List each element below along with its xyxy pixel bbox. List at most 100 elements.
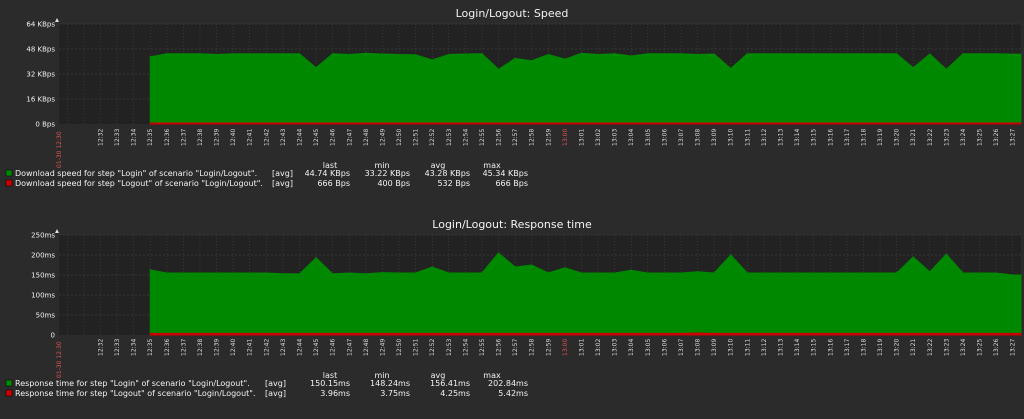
- data-point-login: [381, 272, 384, 274]
- data-point-login: [298, 53, 301, 55]
- data-point-login: [846, 272, 848, 274]
- data-point-logout: [265, 122, 267, 124]
- x-tick-label: 12:43: [280, 129, 287, 146]
- data-point-logout: [348, 122, 350, 124]
- x-date-label: 01-30 12:30: [56, 341, 63, 378]
- data-point-logout: [531, 332, 533, 334]
- y-axis-arrow-icon: [55, 18, 59, 22]
- data-point-logout: [1012, 122, 1014, 124]
- x-tick-label: 13:15: [811, 339, 818, 356]
- x-tick-label: 13:25: [977, 129, 984, 146]
- legend-series-name: Response time for step "Logout" of scena…: [15, 389, 256, 398]
- x-tick-label: 12:56: [496, 339, 503, 356]
- legend-header-avg: avg: [431, 161, 446, 170]
- data-point-login: [381, 53, 384, 55]
- data-point-logout: [580, 122, 583, 124]
- x-tick-label: 12:52: [429, 129, 436, 146]
- x-tick-label: 13:15: [811, 129, 818, 146]
- legend-max: 5.42ms: [498, 389, 528, 398]
- legend-last: 150.15ms: [310, 379, 350, 388]
- x-tick-label: 12:45: [313, 129, 320, 146]
- x-tick-label: 13:05: [645, 129, 652, 146]
- legend-header-min: min: [374, 371, 389, 380]
- legend-last: 44.74 KBps: [305, 169, 350, 178]
- y-tick-label: 150ms: [31, 272, 55, 280]
- data-point-login: [846, 53, 848, 55]
- data-point-logout: [215, 332, 218, 334]
- x-tick-label: 12:58: [529, 339, 536, 356]
- data-point-logout: [166, 122, 168, 124]
- data-point-login: [912, 256, 914, 258]
- x-tick-label: 13:25: [977, 339, 984, 356]
- x-tick-label: 13:19: [877, 129, 884, 146]
- data-point-logout: [746, 332, 748, 334]
- data-point-logout: [547, 122, 549, 124]
- x-tick-label: 13:21: [910, 129, 917, 146]
- x-tick-label: 12:45: [313, 339, 320, 356]
- data-point-logout: [182, 122, 184, 124]
- legend-swatch-login: [5, 169, 13, 177]
- data-point-logout: [431, 122, 433, 124]
- data-point-logout: [713, 122, 715, 124]
- data-point-logout: [381, 332, 384, 334]
- x-tick-label: 12:44: [297, 339, 304, 356]
- legend-swatch-login: [5, 379, 13, 387]
- x-tick-label: 13:08: [695, 339, 702, 356]
- x-tick-label: 12:33: [114, 129, 121, 146]
- legend-header-last: last: [323, 371, 337, 380]
- data-point-logout: [995, 332, 997, 334]
- data-point-logout: [580, 332, 583, 334]
- data-point-login: [298, 273, 301, 275]
- data-point-logout: [448, 332, 450, 334]
- x-tick-label: 12:41: [247, 129, 254, 146]
- data-point-login: [879, 272, 881, 274]
- series-area-logout: [149, 122, 1022, 125]
- x-tick-label: 12:51: [413, 129, 420, 146]
- y-tick-label: 0 Bps: [35, 121, 55, 129]
- legend-header-avg: avg: [431, 371, 446, 380]
- x-tick-label: 12:52: [429, 339, 436, 356]
- data-point-login: [713, 53, 715, 55]
- data-point-login: [746, 53, 748, 55]
- data-point-logout: [149, 332, 151, 334]
- x-tick-label: 13:13: [778, 339, 785, 356]
- x-tick-label: 12:36: [164, 129, 171, 146]
- data-point-login: [962, 272, 964, 274]
- y-tick-label: 200ms: [31, 252, 55, 260]
- data-point-logout: [282, 332, 284, 334]
- x-tick-label: 12:58: [529, 129, 536, 146]
- x-tick-label: 13:27: [1010, 129, 1017, 146]
- x-tick-label: 13:12: [761, 339, 768, 356]
- x-tick-label: 13:05: [645, 339, 652, 356]
- data-point-logout: [846, 122, 848, 124]
- data-point-login: [514, 57, 516, 59]
- data-point-logout: [829, 332, 831, 334]
- legend-func: [avg]: [265, 389, 286, 398]
- x-tick-label: 12:54: [462, 339, 469, 356]
- x-tick-label: 12:46: [330, 129, 337, 146]
- data-point-login: [978, 53, 981, 55]
- x-tick-label: 13:06: [661, 129, 668, 146]
- x-tick-label: 13:26: [993, 129, 1000, 146]
- data-point-login: [149, 56, 151, 58]
- data-point-login: [696, 271, 699, 273]
- data-point-logout: [829, 122, 831, 124]
- legend-avg: 532 Bps: [437, 179, 470, 188]
- x-tick-label: 12:48: [363, 339, 370, 356]
- data-point-logout: [862, 332, 865, 334]
- x-tick-label: 13:22: [927, 339, 934, 356]
- data-point-logout: [879, 122, 881, 124]
- data-point-login: [564, 58, 566, 60]
- data-point-login: [862, 53, 865, 55]
- x-tick-label: 12:32: [97, 339, 104, 356]
- legend-min: 33.22 KBps: [365, 169, 410, 178]
- data-point-login: [215, 53, 218, 56]
- x-tick-label: 12:48: [363, 129, 370, 146]
- x-tick-label: 13:13: [778, 129, 785, 146]
- data-point-logout: [630, 332, 632, 334]
- x-tick-label: 12:35: [147, 339, 154, 356]
- data-point-logout: [896, 332, 898, 334]
- x-tick-label: 12:42: [263, 339, 270, 356]
- data-point-login: [415, 54, 417, 56]
